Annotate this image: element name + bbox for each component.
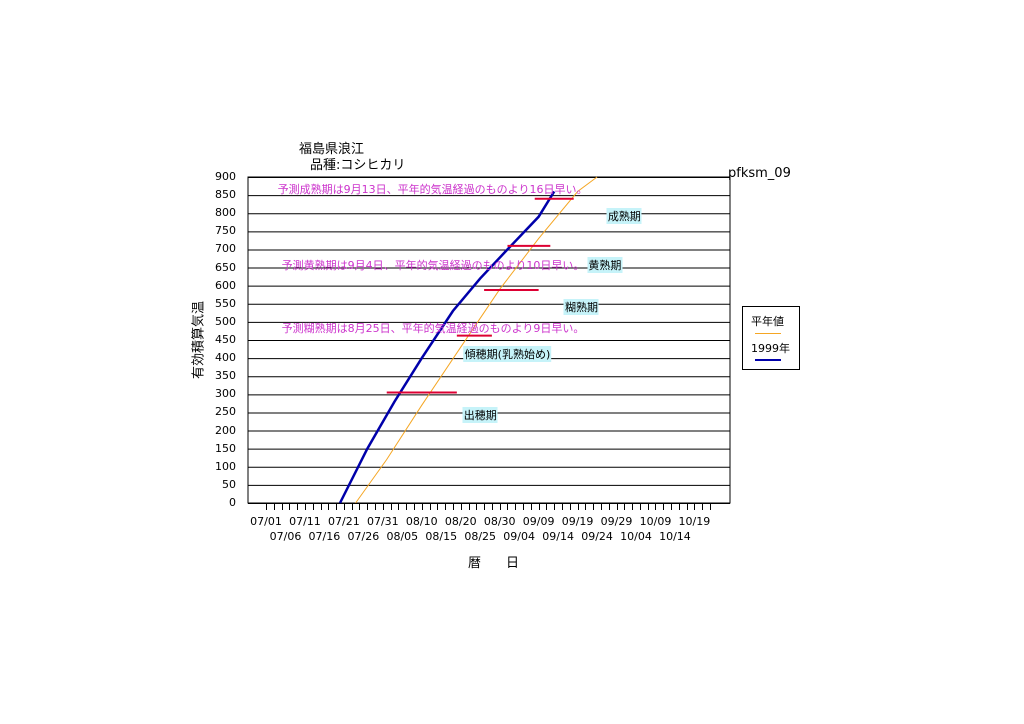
prediction-annotation: 予測黄熟期は9月4日、平年的気温経過のものより10日早い。 bbox=[281, 258, 585, 272]
x-tick-label: 10/14 bbox=[659, 530, 691, 543]
stage-label: 成熟期 bbox=[606, 208, 642, 225]
stage-label: 出穂期 bbox=[462, 407, 498, 424]
x-tick-label: 09/09 bbox=[522, 515, 555, 528]
prediction-annotation: 予測糊熟期は8月25日、平年的気温経過のものより9日早い。 bbox=[281, 322, 585, 336]
x-tick-label: 09/14 bbox=[542, 530, 574, 543]
y-tick-label: 250 bbox=[215, 405, 236, 419]
x-tick-label: 08/25 bbox=[464, 530, 497, 543]
x-tick-label: 10/04 bbox=[620, 530, 652, 543]
x-tick-label: 08/20 bbox=[444, 515, 477, 528]
chart-subtitle: 品種:コシヒカリ bbox=[310, 158, 406, 173]
x-tick-label: 07/06 bbox=[269, 530, 302, 543]
legend-swatch-normal bbox=[755, 333, 781, 334]
x-tick-label: 07/11 bbox=[289, 515, 321, 528]
y-tick-label: 700 bbox=[215, 242, 236, 256]
y-tick-label: 550 bbox=[215, 296, 236, 310]
y-tick-label: 750 bbox=[215, 224, 236, 238]
x-tick-label: 09/19 bbox=[561, 515, 594, 528]
x-tick-label: 08/10 bbox=[405, 515, 438, 528]
x-tick-label: 10/19 bbox=[678, 515, 711, 528]
y-tick-label: 50 bbox=[222, 477, 236, 491]
y-tick-label: 0 bbox=[229, 496, 236, 509]
y-axis-label: 有効積算気温 bbox=[191, 300, 207, 380]
x-tick-label: 10/09 bbox=[639, 515, 672, 528]
y-tick-label: 600 bbox=[215, 278, 236, 292]
chart-title: 福島県浪江 bbox=[299, 142, 365, 157]
x-tick-label: 09/29 bbox=[600, 515, 633, 528]
x-tick-label: 07/26 bbox=[347, 530, 380, 543]
prediction-annotation: 予測成熟期は9月13日、平年的気温経過のものより16日早い。 bbox=[277, 182, 588, 196]
x-tick-label: 09/24 bbox=[581, 530, 613, 543]
y-tick-label: 150 bbox=[215, 441, 236, 455]
y-tick-label: 200 bbox=[215, 423, 236, 437]
y-tick-label: 350 bbox=[215, 369, 236, 383]
x-tick-label: 08/30 bbox=[483, 515, 516, 528]
stage-label: 傾穂期(乳熟始め) bbox=[463, 345, 552, 362]
y-tick-label: 400 bbox=[215, 351, 236, 365]
y-tick-label: 900 bbox=[215, 170, 236, 183]
x-axis-label: 暦 日 bbox=[468, 556, 526, 571]
x-tick-label: 08/05 bbox=[386, 530, 419, 543]
series-line-1999 bbox=[338, 190, 556, 504]
y-tick-label: 850 bbox=[215, 188, 236, 202]
x-tick-label: 07/31 bbox=[366, 515, 399, 528]
x-tick-label: 07/01 bbox=[250, 515, 282, 528]
y-tick-label: 300 bbox=[215, 387, 236, 401]
stage-label: 糊熟期 bbox=[563, 298, 599, 315]
legend-swatch-1999 bbox=[755, 359, 781, 361]
stage-label: 黄熟期 bbox=[587, 256, 623, 273]
y-tick-label: 100 bbox=[215, 459, 236, 473]
legend-label-normal: 平年値 bbox=[751, 315, 784, 328]
x-tick-label: 09/04 bbox=[503, 530, 536, 543]
x-tick-label: 08/15 bbox=[425, 530, 458, 543]
y-tick-label: 500 bbox=[215, 314, 236, 328]
chart-code: pfksm_09 bbox=[728, 166, 791, 181]
x-tick-label: 07/16 bbox=[308, 530, 341, 543]
x-tick-label: 07/21 bbox=[328, 515, 360, 528]
y-tick-label: 650 bbox=[215, 260, 236, 274]
y-tick-label: 450 bbox=[215, 333, 236, 346]
legend-label-1999: 1999年 bbox=[751, 342, 790, 355]
y-tick-label: 800 bbox=[215, 206, 236, 220]
legend: 平年値 1999年 bbox=[742, 306, 800, 370]
